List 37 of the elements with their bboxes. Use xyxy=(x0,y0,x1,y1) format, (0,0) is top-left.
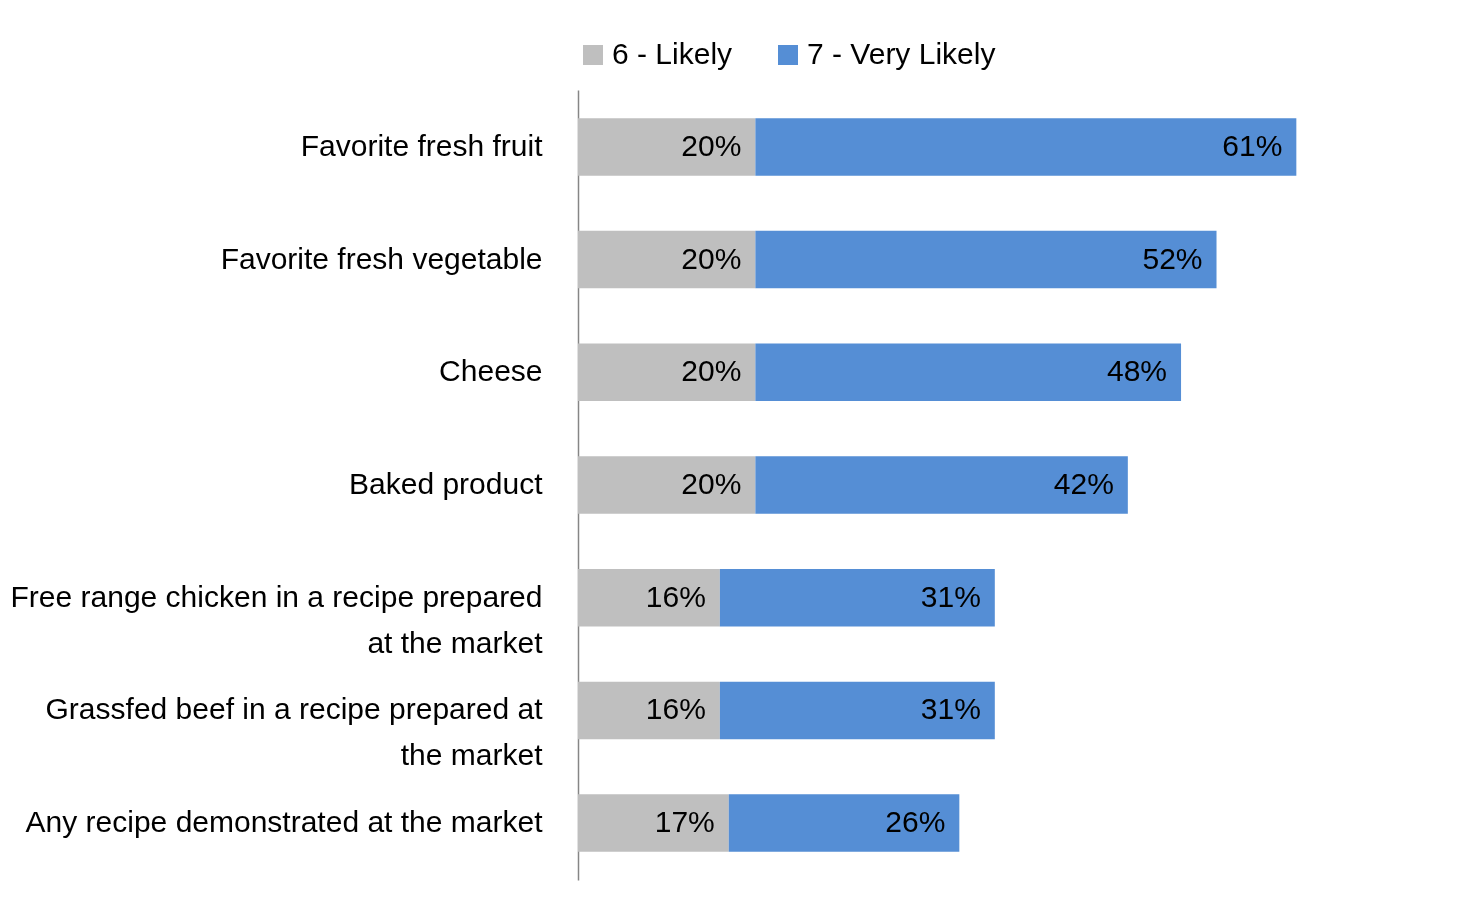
y-tick-label: Baked product xyxy=(349,467,544,500)
bar xyxy=(755,118,1297,176)
data-label: 16% xyxy=(645,692,706,726)
data-label: 20% xyxy=(681,241,742,275)
y-tick-label: Cheese xyxy=(439,354,543,388)
data-label: 52% xyxy=(1142,241,1203,275)
data-label: 26% xyxy=(885,805,946,839)
y-tick-label: Favorite fresh vegetable xyxy=(220,241,543,275)
bar xyxy=(578,681,720,740)
legend-label: 7 - Very Likely xyxy=(807,37,996,70)
data-label: 48% xyxy=(1107,354,1168,388)
bar xyxy=(578,456,756,514)
bar xyxy=(719,568,995,627)
data-label: 16% xyxy=(645,579,706,613)
y-tick-label: Favorite fresh fruit xyxy=(300,128,544,162)
bar xyxy=(578,230,756,289)
data-label: 20% xyxy=(681,354,742,388)
bar xyxy=(719,681,995,740)
bar xyxy=(728,794,960,852)
y-tick-label: Grassfed beef in a recipe prepared at the market xyxy=(45,692,544,772)
data-label: 17% xyxy=(654,805,715,839)
data-label: 31% xyxy=(920,692,981,726)
data-label: 61% xyxy=(1222,128,1283,162)
data-label: 20% xyxy=(681,467,742,500)
data-label: 42% xyxy=(1053,467,1114,500)
bar xyxy=(578,343,756,402)
data-label: 31% xyxy=(920,579,981,613)
bar xyxy=(578,118,756,176)
y-tick-label: Free range chicken in a recipe prepared at the market xyxy=(10,579,544,659)
y-tick-label: Any recipe demonstrated at the market xyxy=(25,805,544,839)
bar xyxy=(755,456,1128,514)
data-label: 20% xyxy=(681,128,742,162)
legend-label: 6 - Likely xyxy=(612,37,733,70)
bar xyxy=(578,794,729,852)
bar xyxy=(755,230,1217,289)
bar xyxy=(578,568,720,627)
bar xyxy=(755,343,1182,402)
